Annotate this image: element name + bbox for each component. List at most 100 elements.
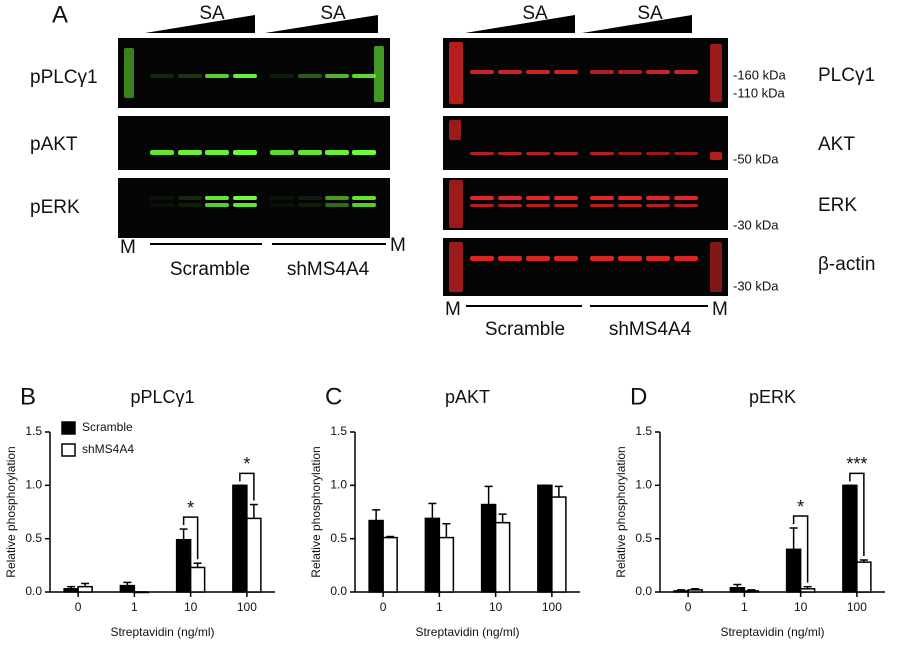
blot-band — [590, 204, 614, 207]
blot-band — [298, 74, 322, 78]
y-axis-label: Relative phosphorylation — [309, 446, 323, 577]
x-tick-label: 0 — [380, 600, 387, 614]
blot-band — [470, 204, 494, 207]
marker-label: M — [120, 237, 136, 258]
y-tick-label: 0.5 — [635, 531, 652, 545]
bar — [743, 590, 760, 593]
size-label: -30 kDa — [733, 278, 779, 293]
x-axis-label: Streptavidin (ng/ml) — [720, 625, 824, 639]
blot-band — [618, 70, 642, 74]
y-tick-label: 1.0 — [635, 478, 652, 492]
blot-band — [449, 42, 463, 104]
blot-band — [205, 74, 229, 78]
blot-band — [554, 196, 578, 200]
blot-band — [178, 150, 202, 155]
chart-title: pAKT — [445, 387, 490, 407]
blot-band — [178, 74, 202, 78]
x-tick-label: 0 — [75, 600, 82, 614]
blot-band — [498, 70, 522, 74]
blot-panel: A SA SA SA SA pPLCγ1 pAKT pERK M M Scram… — [30, 1, 875, 340]
x-tick-label: 100 — [847, 600, 867, 614]
blot-band — [449, 180, 463, 228]
blot-band — [270, 74, 294, 78]
blot-strip — [118, 38, 390, 108]
y-axis-label: Relative phosphorylation — [4, 446, 18, 577]
blot-band — [178, 203, 202, 207]
y-tick-label: 0.0 — [25, 584, 42, 598]
blot-band — [710, 152, 722, 160]
blot-band — [646, 256, 670, 261]
bar — [119, 584, 136, 593]
blot-band — [498, 204, 522, 207]
blot-band — [646, 196, 670, 200]
significance-label: *** — [846, 454, 867, 474]
y-tick-label: 1.0 — [330, 478, 347, 492]
sa-label: SA — [320, 3, 346, 24]
bar — [856, 561, 872, 593]
row-label: ERK — [818, 195, 857, 216]
blot-band — [646, 70, 670, 74]
y-tick-label: 1.5 — [635, 424, 652, 438]
blot-band — [352, 150, 376, 155]
blot-band — [674, 196, 698, 200]
blot-band — [590, 152, 614, 155]
sa-wedge — [265, 15, 378, 33]
blot-band — [554, 204, 578, 207]
blot-band — [526, 256, 550, 261]
blot-band — [352, 74, 376, 78]
blot-band — [526, 70, 550, 74]
significance-label: * — [243, 454, 250, 474]
blot-band — [298, 196, 322, 200]
blot-band — [674, 256, 698, 261]
bar — [63, 588, 79, 593]
panel-letter: B — [20, 383, 36, 410]
group-label: Scramble — [170, 259, 250, 280]
sa-wedge — [465, 15, 575, 33]
significance-label: * — [797, 497, 804, 517]
bar — [133, 591, 150, 594]
bar — [687, 589, 703, 593]
sa-wedge — [582, 15, 692, 33]
blot-band — [526, 152, 550, 155]
blot-band — [618, 152, 642, 155]
blot-band — [270, 203, 294, 207]
y-axis-label: Relative phosphorylation — [614, 446, 628, 577]
bar — [842, 484, 858, 593]
blot-band — [674, 152, 698, 155]
row-label: pERK — [30, 197, 80, 218]
bar — [537, 484, 553, 593]
panel-letter: A — [52, 1, 68, 28]
y-tick-label: 0.5 — [330, 531, 347, 545]
blot-band — [325, 196, 349, 200]
blot-band — [470, 256, 494, 261]
blot-band — [325, 203, 349, 207]
blot-band — [498, 256, 522, 261]
blot-band — [449, 242, 463, 292]
bar — [175, 538, 192, 593]
blot-band — [590, 70, 614, 74]
x-tick-label: 10 — [489, 600, 503, 614]
blot-band — [554, 70, 578, 74]
bar — [424, 517, 441, 593]
blot-band — [233, 150, 257, 155]
blot-band — [124, 48, 134, 98]
blot-band — [590, 196, 614, 200]
blot-strip — [118, 116, 390, 170]
blot-band — [470, 152, 494, 155]
x-tick-label: 10 — [794, 600, 808, 614]
row-label: PLCγ1 — [818, 65, 875, 86]
x-tick-label: 1 — [131, 600, 138, 614]
chart-title: pPLCγ1 — [130, 387, 194, 407]
y-tick-label: 1.5 — [25, 424, 42, 438]
blot-band — [270, 196, 294, 200]
blot-band — [646, 204, 670, 207]
panel-letter: D — [630, 383, 647, 410]
bar — [77, 585, 93, 593]
blot-band — [150, 150, 174, 155]
bar — [480, 503, 497, 593]
group-label: Scramble — [485, 319, 565, 340]
size-label: -50 kDa — [733, 151, 779, 166]
blot-band — [646, 152, 670, 155]
